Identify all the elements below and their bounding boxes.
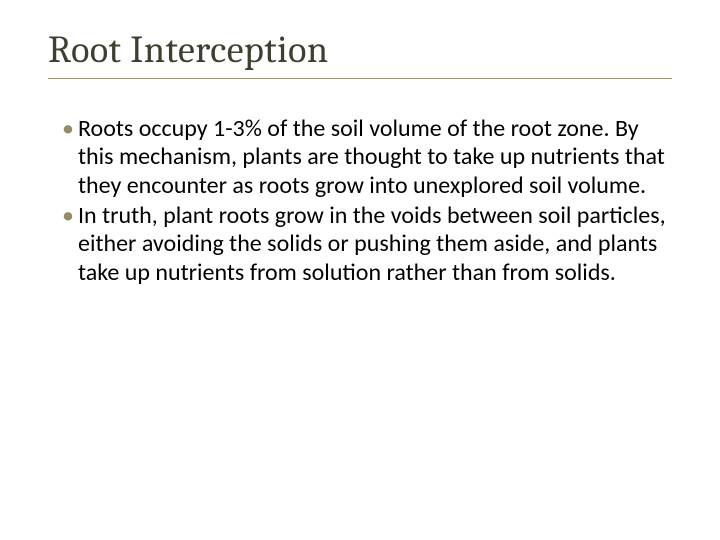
list-item: Roots occupy 1-3% of the soil volume of … [62, 115, 672, 200]
slide: Root Interception Roots occupy 1-3% of t… [0, 0, 720, 540]
title-underline [48, 78, 672, 79]
bullet-text: Roots occupy 1-3% of the soil volume of … [78, 114, 665, 200]
bullet-list: Roots occupy 1-3% of the soil volume of … [48, 115, 672, 287]
list-item: In truth, plant roots grow in the voids … [62, 202, 672, 287]
slide-title: Root Interception [48, 28, 672, 72]
bullet-text: In truth, plant roots grow in the voids … [78, 201, 666, 287]
